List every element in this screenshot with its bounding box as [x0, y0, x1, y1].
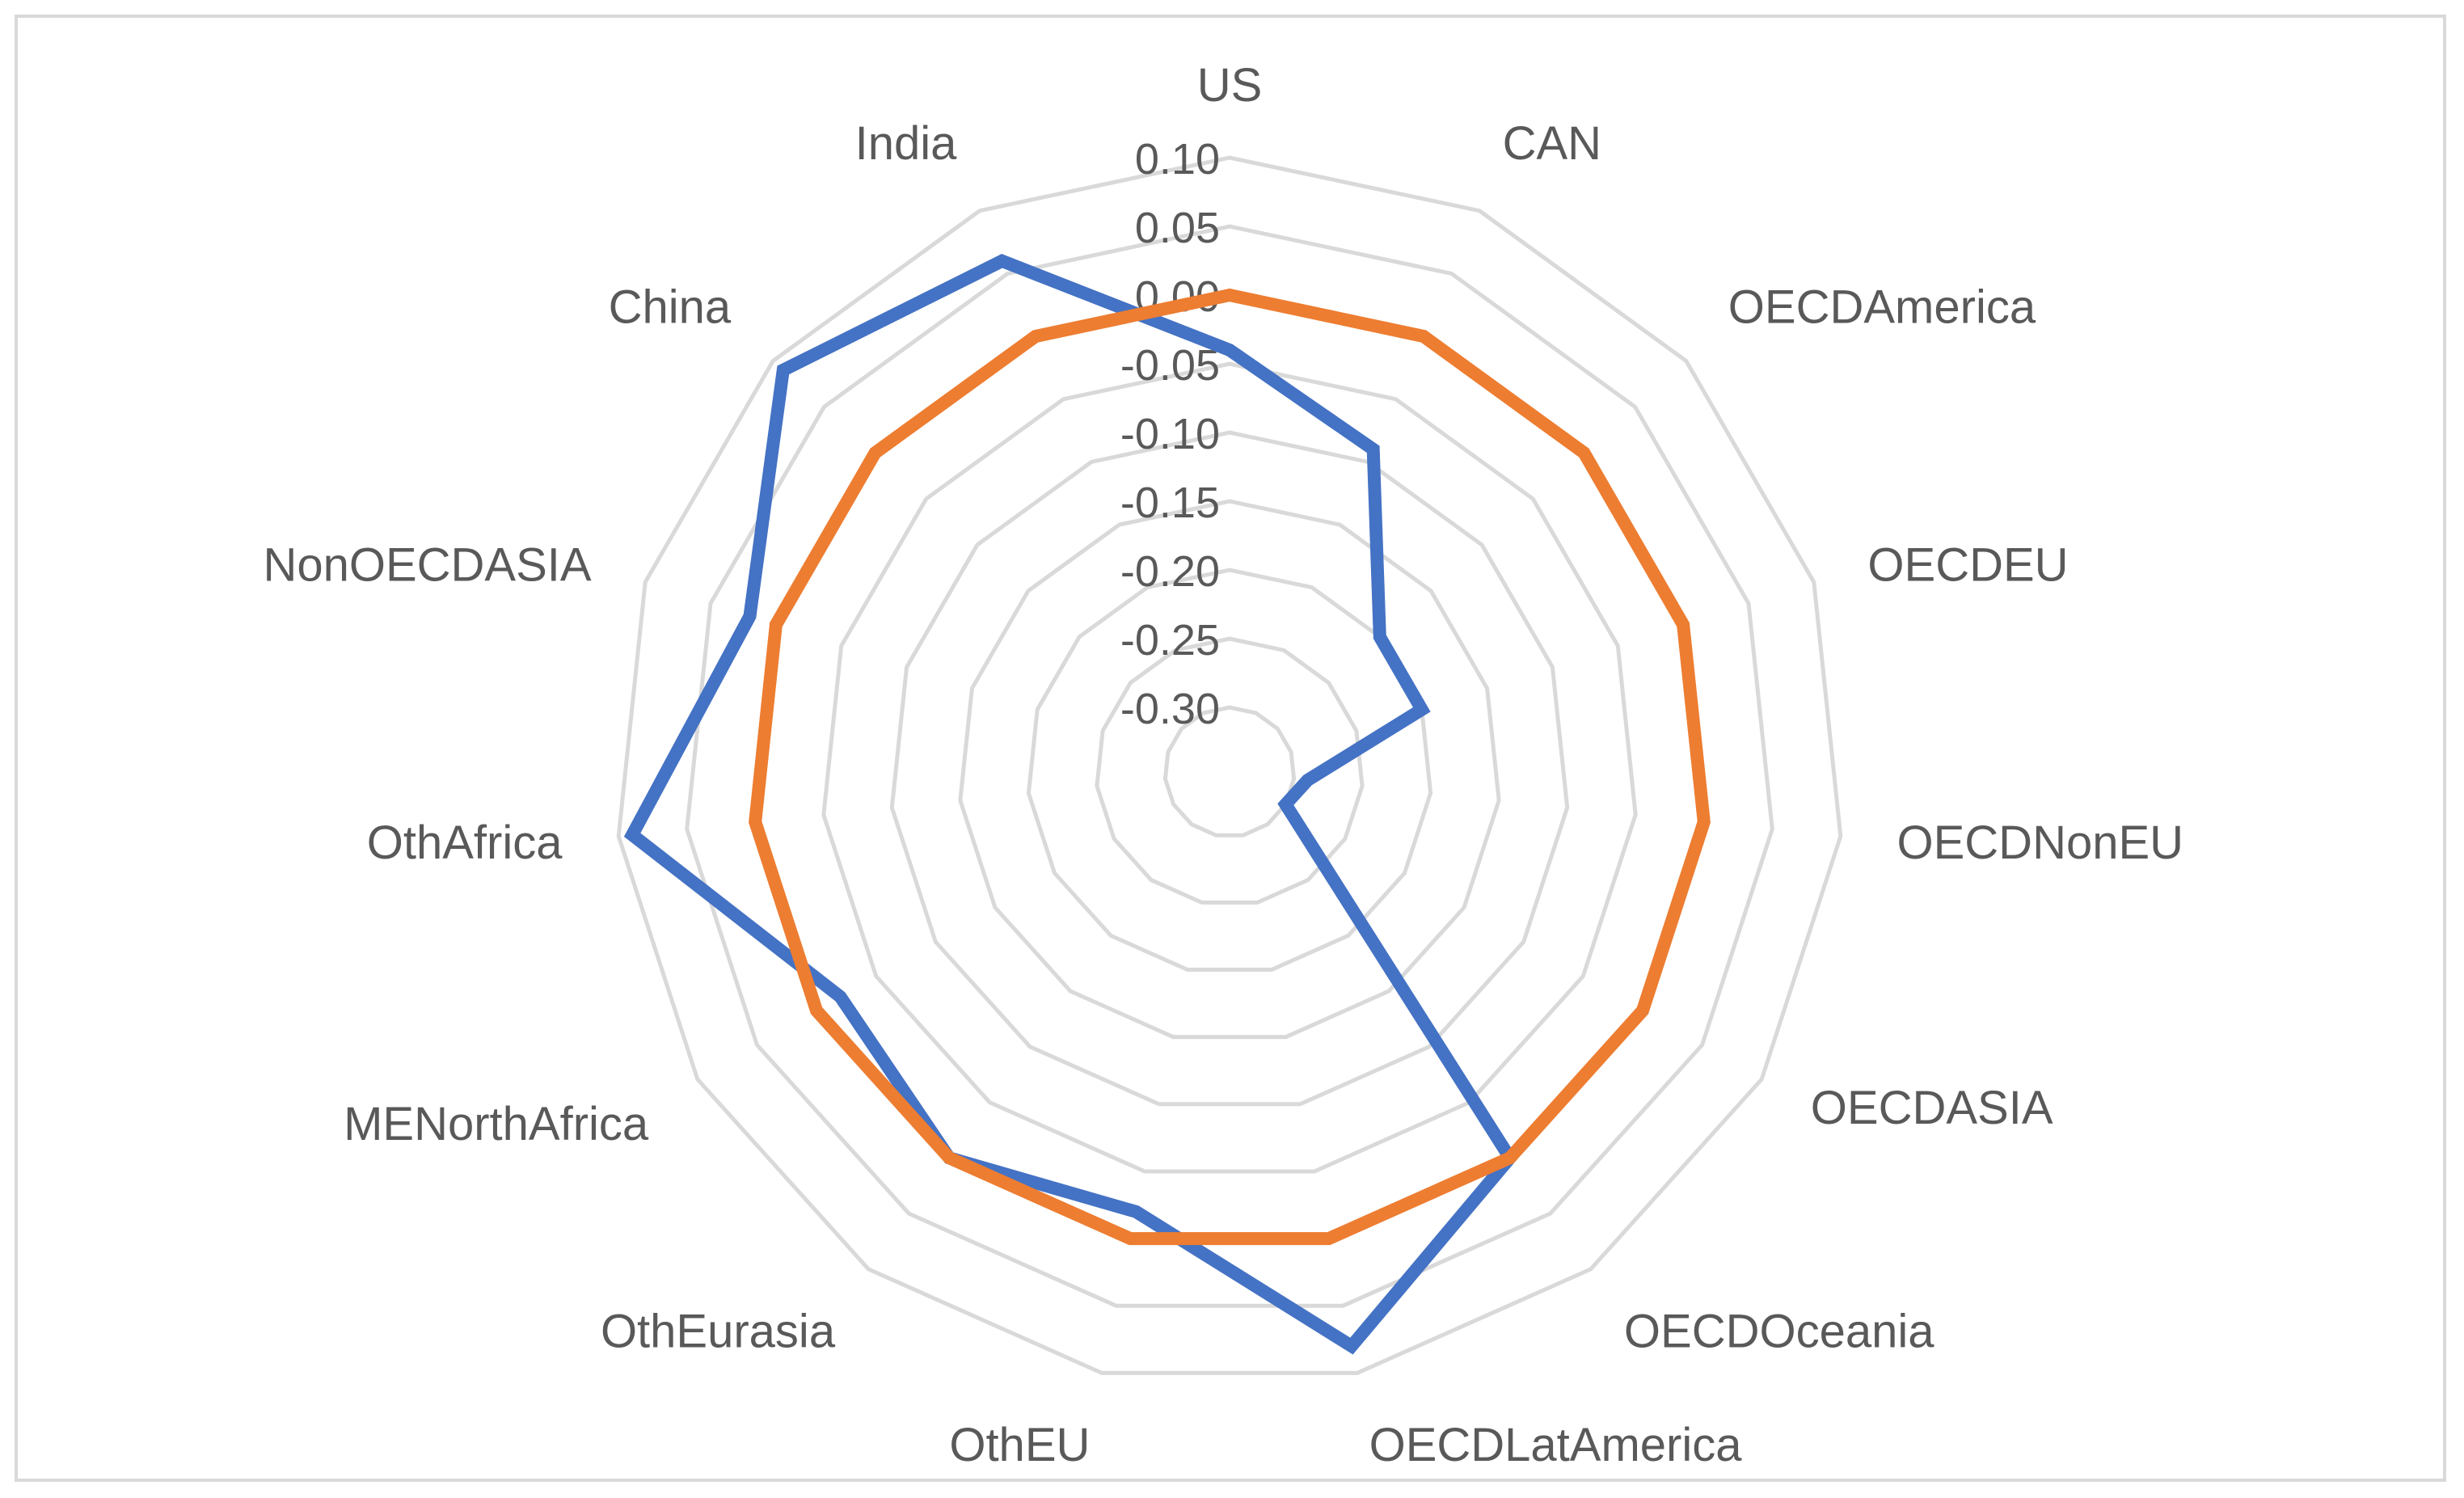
category-label-othafrica: OthAfrica [367, 817, 563, 869]
category-label-nonoecdasia: NonOECDASIA [263, 539, 591, 592]
category-label-oecdeu: OECDEU [1867, 539, 2068, 592]
grid-ring [1162, 705, 1297, 838]
category-label-oecdasia: OECDASIA [1811, 1082, 2053, 1134]
axis-tick-label: -0.10 [1120, 410, 1220, 458]
category-label-can: CAN [1503, 117, 1601, 170]
axis-tick-label: -0.30 [1120, 685, 1220, 733]
grid-ring [889, 430, 1570, 1107]
category-label-oecdamerica: OECDAmerica [1728, 281, 2036, 334]
axis-tick-label: -0.15 [1120, 479, 1220, 527]
series-line-2 [749, 288, 1711, 1246]
grid-ring [1026, 568, 1433, 972]
series-line-1 [623, 254, 1518, 1355]
category-label-oecdoceania: OECDOceania [1624, 1306, 1934, 1358]
grid-ring [958, 499, 1501, 1040]
category-label-layer: US CAN OECDAmerica OECDEU OECDNonEU OECDASIA O… [263, 59, 2183, 1471]
category-label-otheurasia: OthEurasia [601, 1306, 836, 1358]
category-label-menorthafrica: MENorthAfrica [344, 1098, 649, 1150]
category-label-oecdnoneu: OECDNonEU [1897, 817, 2184, 869]
axis-tick-label: 0.10 [1135, 135, 1220, 184]
category-label-otheu: OthEU [949, 1419, 1090, 1471]
axis-tick-label: -0.25 [1120, 616, 1220, 665]
category-label-oecdlatamerica: OECDLatAmerica [1369, 1419, 1743, 1471]
category-label-us: US [1197, 59, 1263, 112]
grid-ring [821, 361, 1638, 1174]
grid-ring [616, 155, 1843, 1375]
axis-tick-label: -0.20 [1120, 547, 1220, 596]
axis-tick-label: 0.05 [1135, 204, 1220, 252]
grid-ring [1095, 636, 1365, 905]
grid-layer [616, 155, 1843, 1375]
grid-ring [685, 224, 1774, 1308]
series-layer [623, 254, 1711, 1355]
category-label-china: China [609, 281, 732, 334]
axis-tick-label: -0.05 [1120, 341, 1220, 390]
tick-label-layer: 0.100.050.00-0.05-0.10-0.15-0.20-0.25-0.… [1120, 135, 1220, 733]
category-label-india: India [855, 117, 958, 170]
